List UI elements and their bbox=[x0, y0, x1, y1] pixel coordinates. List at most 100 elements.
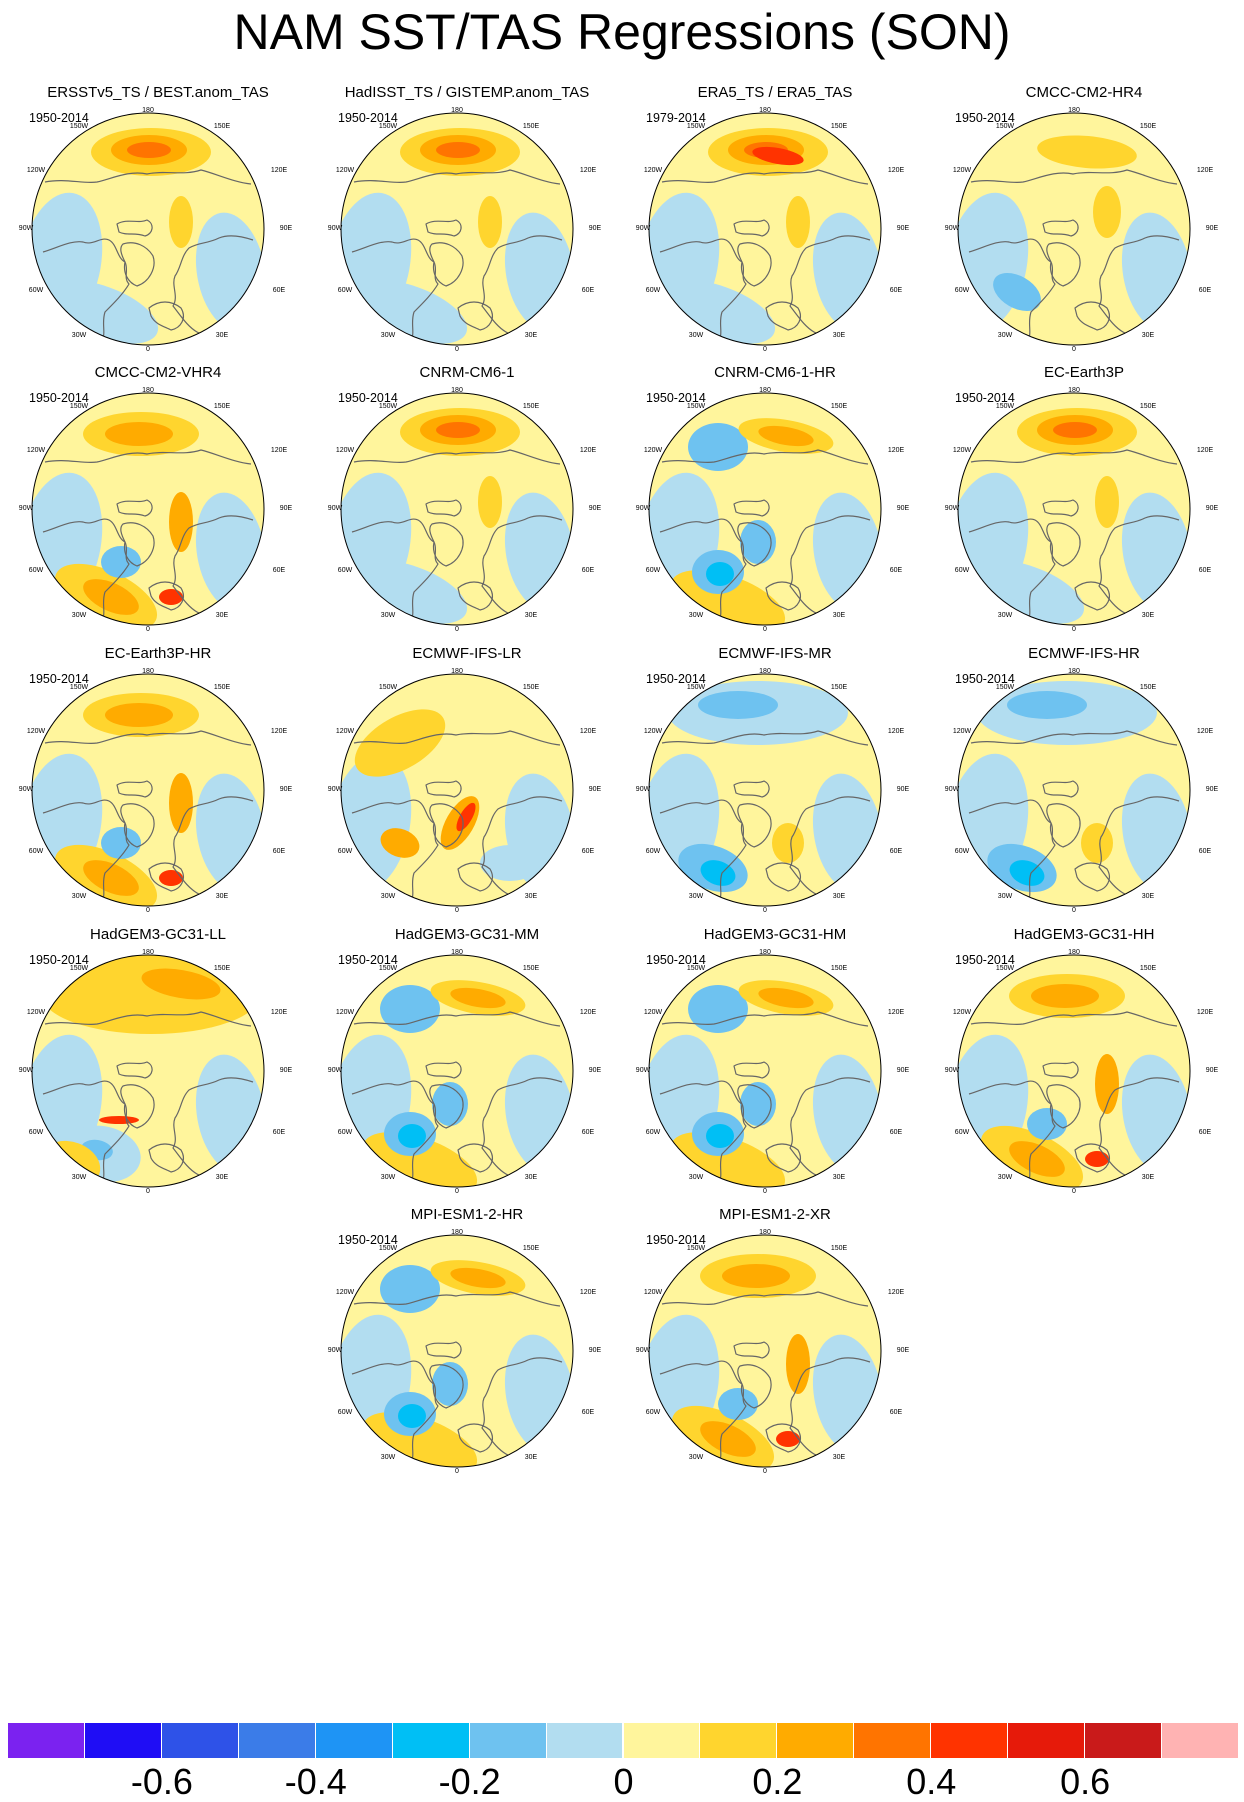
longitude-label: 150E bbox=[830, 1245, 848, 1252]
colorbar-tick-label: 0.6 bbox=[1060, 1761, 1111, 1802]
longitude-label: 90W bbox=[944, 225, 960, 232]
positive-anomaly-europe bbox=[772, 823, 804, 863]
longitude-label: 120E bbox=[579, 167, 597, 174]
map-border bbox=[31, 112, 265, 346]
longitude-label: 60W bbox=[954, 287, 970, 294]
longitude-label: 30W bbox=[688, 612, 704, 619]
positive-anomaly-pacific-core bbox=[1031, 984, 1099, 1008]
longitude-label: 30W bbox=[688, 1174, 704, 1181]
longitude-label: 30W bbox=[380, 332, 396, 339]
coastline-europe bbox=[148, 1143, 184, 1173]
colorbar-box bbox=[931, 1723, 1009, 1758]
longitude-label: 60E bbox=[1198, 1129, 1212, 1136]
coastline-eurasia bbox=[789, 796, 871, 898]
longitude-label: 120E bbox=[579, 728, 597, 735]
longitude-label: 120W bbox=[643, 728, 663, 735]
longitude-label: 150E bbox=[213, 965, 231, 972]
map-border bbox=[648, 673, 882, 907]
longitude-label: 120W bbox=[952, 167, 972, 174]
negative-anomaly-atlantic bbox=[352, 560, 468, 624]
longitude-label: 150W bbox=[69, 965, 89, 972]
coastline-europe bbox=[148, 862, 184, 892]
longitude-label: 150W bbox=[378, 403, 398, 410]
colorbar-tick-label: 0.2 bbox=[752, 1761, 803, 1802]
longitude-label: 120E bbox=[270, 447, 288, 454]
longitude-label: 150E bbox=[213, 684, 231, 691]
coastline-pacific bbox=[661, 169, 869, 185]
map-panel: CNRM-CM6-1 1950-2014 180 150W 150E 120W 120E 90… bbox=[317, 364, 617, 684]
longitude-label: 150W bbox=[686, 403, 706, 410]
longitude-label: 30E bbox=[524, 1454, 538, 1461]
longitude-label: 90W bbox=[327, 1347, 343, 1354]
longitude-label: 0 bbox=[763, 1468, 767, 1475]
coastline-eurasia bbox=[1098, 235, 1180, 337]
longitude-label: 30W bbox=[71, 332, 87, 339]
longitude-label: 180 bbox=[759, 107, 771, 114]
positive-anomaly-atlantic-core bbox=[700, 1421, 756, 1457]
longitude-label: 90W bbox=[635, 1347, 651, 1354]
coastline-archipelago bbox=[733, 1341, 770, 1359]
longitude-label: 180 bbox=[142, 949, 154, 956]
panel-period: 1950-2014 bbox=[646, 391, 706, 405]
longitude-label: 90E bbox=[588, 786, 602, 793]
map-border bbox=[31, 673, 265, 907]
longitude-label: 0 bbox=[146, 346, 150, 353]
coastline-eurasia bbox=[1098, 796, 1180, 898]
longitude-label: 0 bbox=[455, 626, 459, 633]
panel-period: 1950-2014 bbox=[955, 953, 1015, 967]
longitude-label: 60E bbox=[889, 848, 903, 855]
coastline-archipelago bbox=[425, 499, 462, 517]
longitude-label: 90E bbox=[279, 1067, 293, 1074]
colorbar-box bbox=[623, 1723, 701, 1758]
panel-title: ECMWF-IFS-LR bbox=[412, 645, 522, 662]
longitude-label: 30E bbox=[524, 332, 538, 339]
longitude-label: 30E bbox=[1141, 1174, 1155, 1181]
positive-anomaly-peak bbox=[159, 589, 183, 605]
longitude-label: 0 bbox=[1072, 1188, 1076, 1195]
colorbar-box bbox=[161, 1723, 239, 1758]
colorbar-box bbox=[1008, 1723, 1086, 1758]
map-border bbox=[340, 1234, 574, 1468]
longitude-label: 30W bbox=[380, 1454, 396, 1461]
positive-anomaly-pacific-core bbox=[141, 968, 221, 1000]
positive-anomaly-siberia bbox=[169, 492, 193, 552]
longitude-label: 120E bbox=[579, 1009, 597, 1016]
longitude-label: 150W bbox=[686, 123, 706, 130]
negative-anomaly-atlantic bbox=[993, 273, 1041, 311]
polar-map bbox=[648, 1234, 882, 1468]
longitude-label: 120E bbox=[887, 1289, 905, 1296]
coastline-eurasia bbox=[172, 796, 254, 898]
longitude-label: 180 bbox=[451, 668, 463, 675]
coastline-archipelago bbox=[733, 780, 770, 798]
longitude-label: 90W bbox=[327, 1067, 343, 1074]
coastline-eurasia bbox=[172, 1077, 254, 1179]
positive-anomaly-siberia bbox=[786, 1334, 810, 1394]
longitude-label: 150E bbox=[213, 123, 231, 130]
positive-anomaly-peak bbox=[752, 146, 804, 166]
longitude-label: 150W bbox=[995, 684, 1015, 691]
negative-anomaly-labrador bbox=[101, 827, 141, 859]
coastline-greenland bbox=[429, 522, 464, 567]
panel-title: ERSSTv5_TS / BEST.anom_TAS bbox=[47, 84, 269, 101]
longitude-label: 30W bbox=[688, 332, 704, 339]
polar-map bbox=[957, 392, 1191, 626]
polar-map bbox=[31, 673, 265, 907]
figure-title: NAM SST/TAS Regressions (SON) bbox=[233, 4, 1011, 60]
coastline-archipelago bbox=[425, 780, 462, 798]
longitude-label: 120W bbox=[26, 1009, 46, 1016]
longitude-label: 120E bbox=[1196, 167, 1214, 174]
colorbar-box bbox=[469, 1723, 547, 1758]
longitude-label: 60W bbox=[337, 567, 353, 574]
longitude-label: 30E bbox=[832, 332, 846, 339]
coastline-greenland bbox=[429, 803, 464, 848]
longitude-label: 90E bbox=[279, 225, 293, 232]
positive-anomaly-siberia bbox=[1095, 476, 1119, 528]
longitude-label: 60W bbox=[645, 567, 661, 574]
coastline-greenland bbox=[1046, 1084, 1081, 1129]
negative-anomaly-labrador-core bbox=[706, 562, 734, 586]
longitude-label: 120W bbox=[643, 1009, 663, 1016]
longitude-label: 60E bbox=[581, 287, 595, 294]
map-border bbox=[957, 392, 1191, 626]
panel-period: 1979-2014 bbox=[646, 111, 706, 125]
negative-anomaly-labrador bbox=[718, 1388, 758, 1420]
